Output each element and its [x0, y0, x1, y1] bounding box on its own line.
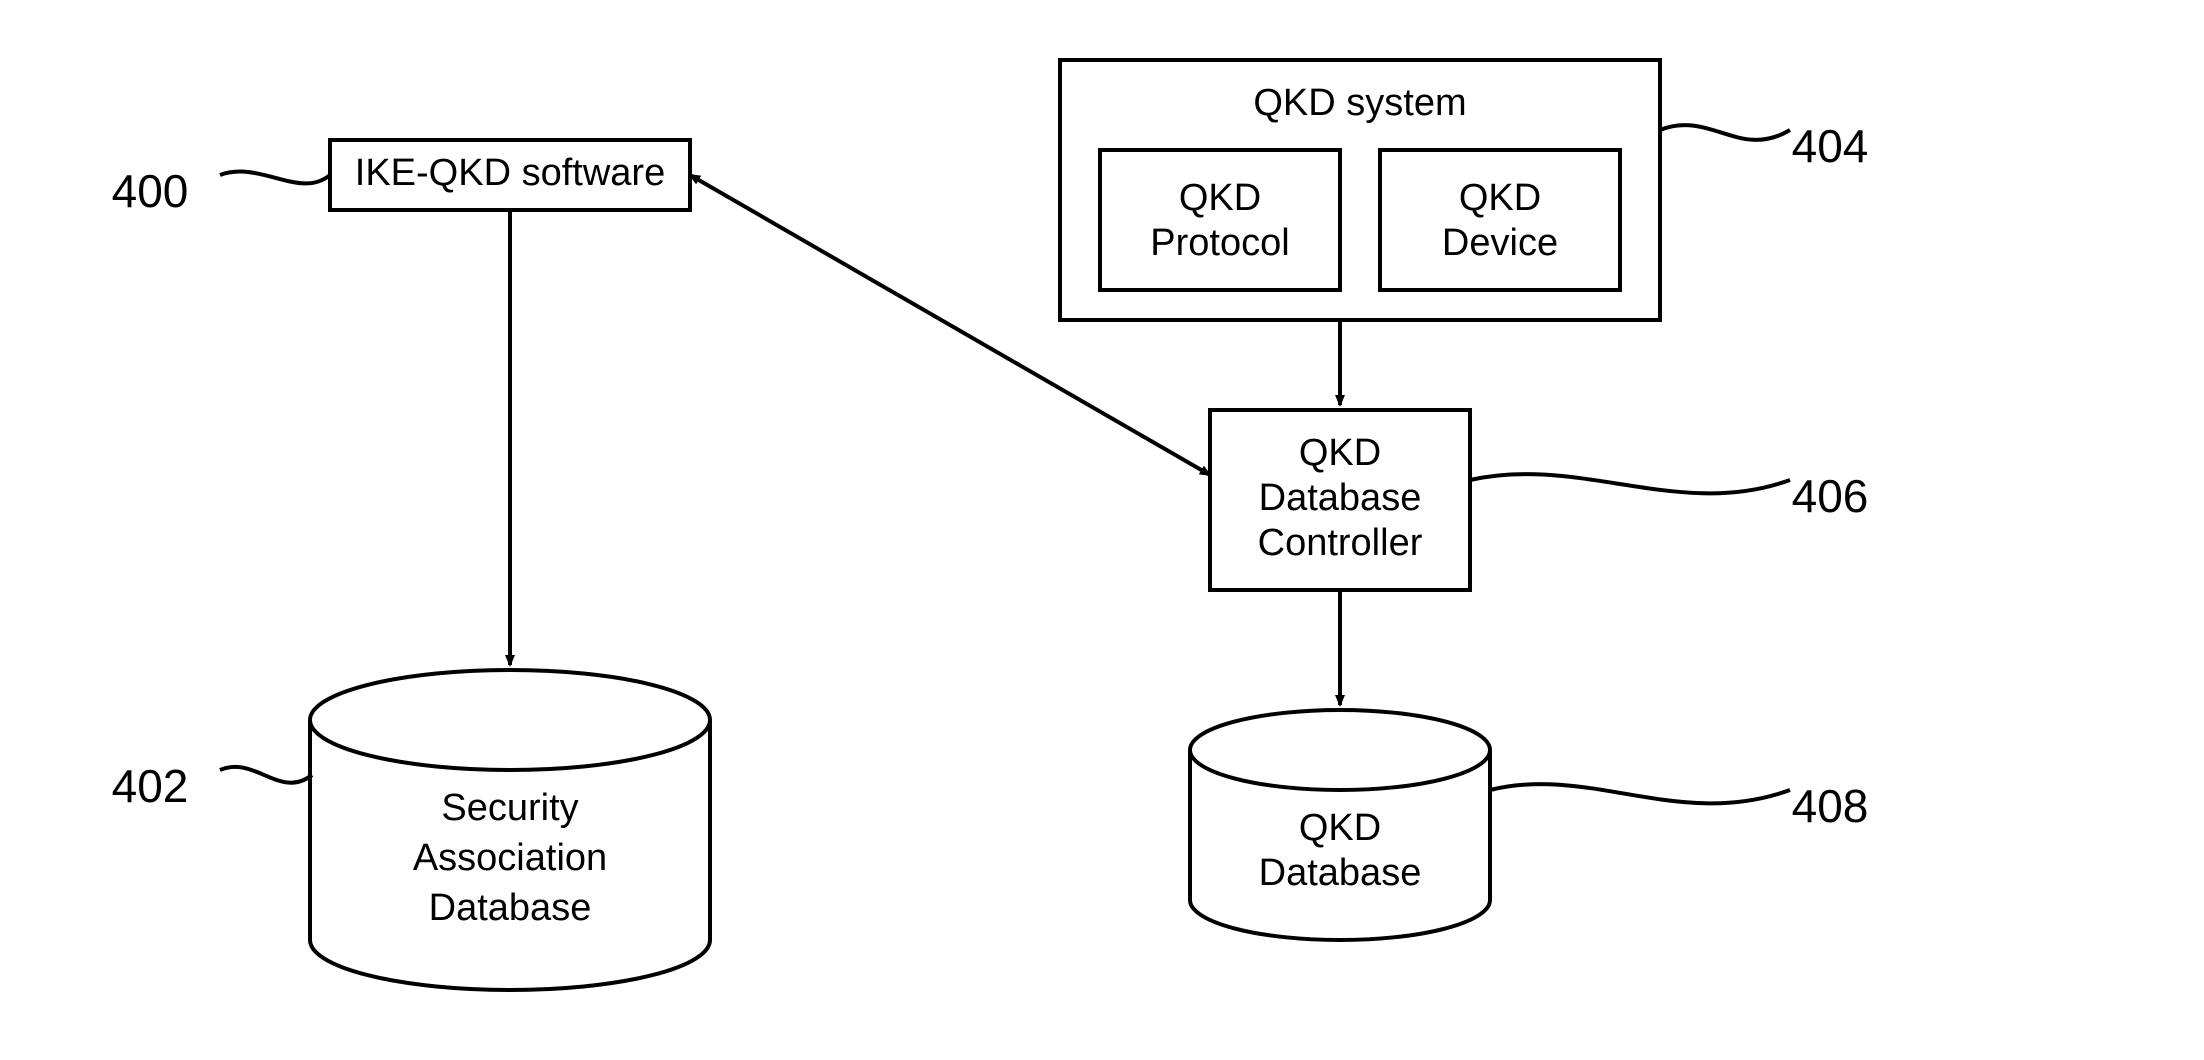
qkd-protocol-label-2: Protocol [1150, 222, 1289, 264]
sad-label-2: Association [413, 837, 607, 879]
qkd-db-ctrl-label-2: Database [1259, 477, 1422, 519]
ike-qkd-box: IKE-QKD software [330, 140, 690, 210]
sad-label-3: Database [429, 887, 592, 929]
ref-408: 408 [1490, 780, 1868, 832]
qkd-device-label-1: QKD [1459, 177, 1541, 219]
qkd-system-box: QKD system [1060, 60, 1660, 320]
sad-cylinder: Security Association Database [310, 670, 710, 990]
ref-404: 404 [1660, 120, 1868, 172]
ref-406: 406 [1470, 470, 1868, 522]
qkd-protocol-label-1: QKD [1179, 177, 1261, 219]
ref-406-label: 406 [1792, 470, 1869, 522]
qkd-system-label: QKD system [1253, 82, 1466, 124]
qkd-device-label-2: Device [1442, 222, 1558, 264]
ref-402-label: 402 [112, 760, 189, 812]
qkd-db-ctrl-box: QKD Database Controller [1210, 410, 1470, 590]
qkd-device-box: QKD Device [1380, 150, 1620, 290]
qkd-db-cylinder: QKD Database [1190, 710, 1490, 940]
ref-402: 402 [112, 760, 312, 812]
ref-404-label: 404 [1792, 120, 1869, 172]
sad-label-1: Security [441, 787, 578, 829]
qkd-db-label-1: QKD [1299, 807, 1381, 849]
ref-408-label: 408 [1792, 780, 1869, 832]
qkd-db-label-2: Database [1259, 852, 1422, 894]
ike-qkd-label: IKE-QKD software [355, 152, 665, 194]
qkd-db-ctrl-label-1: QKD [1299, 432, 1381, 474]
arrow-ike-to-ctrl [690, 175, 1210, 475]
qkd-db-ctrl-label-3: Controller [1258, 522, 1423, 564]
qkd-protocol-box: QKD Protocol [1100, 150, 1340, 290]
ref-400-label: 400 [112, 165, 189, 217]
ref-400: 400 [112, 165, 330, 217]
